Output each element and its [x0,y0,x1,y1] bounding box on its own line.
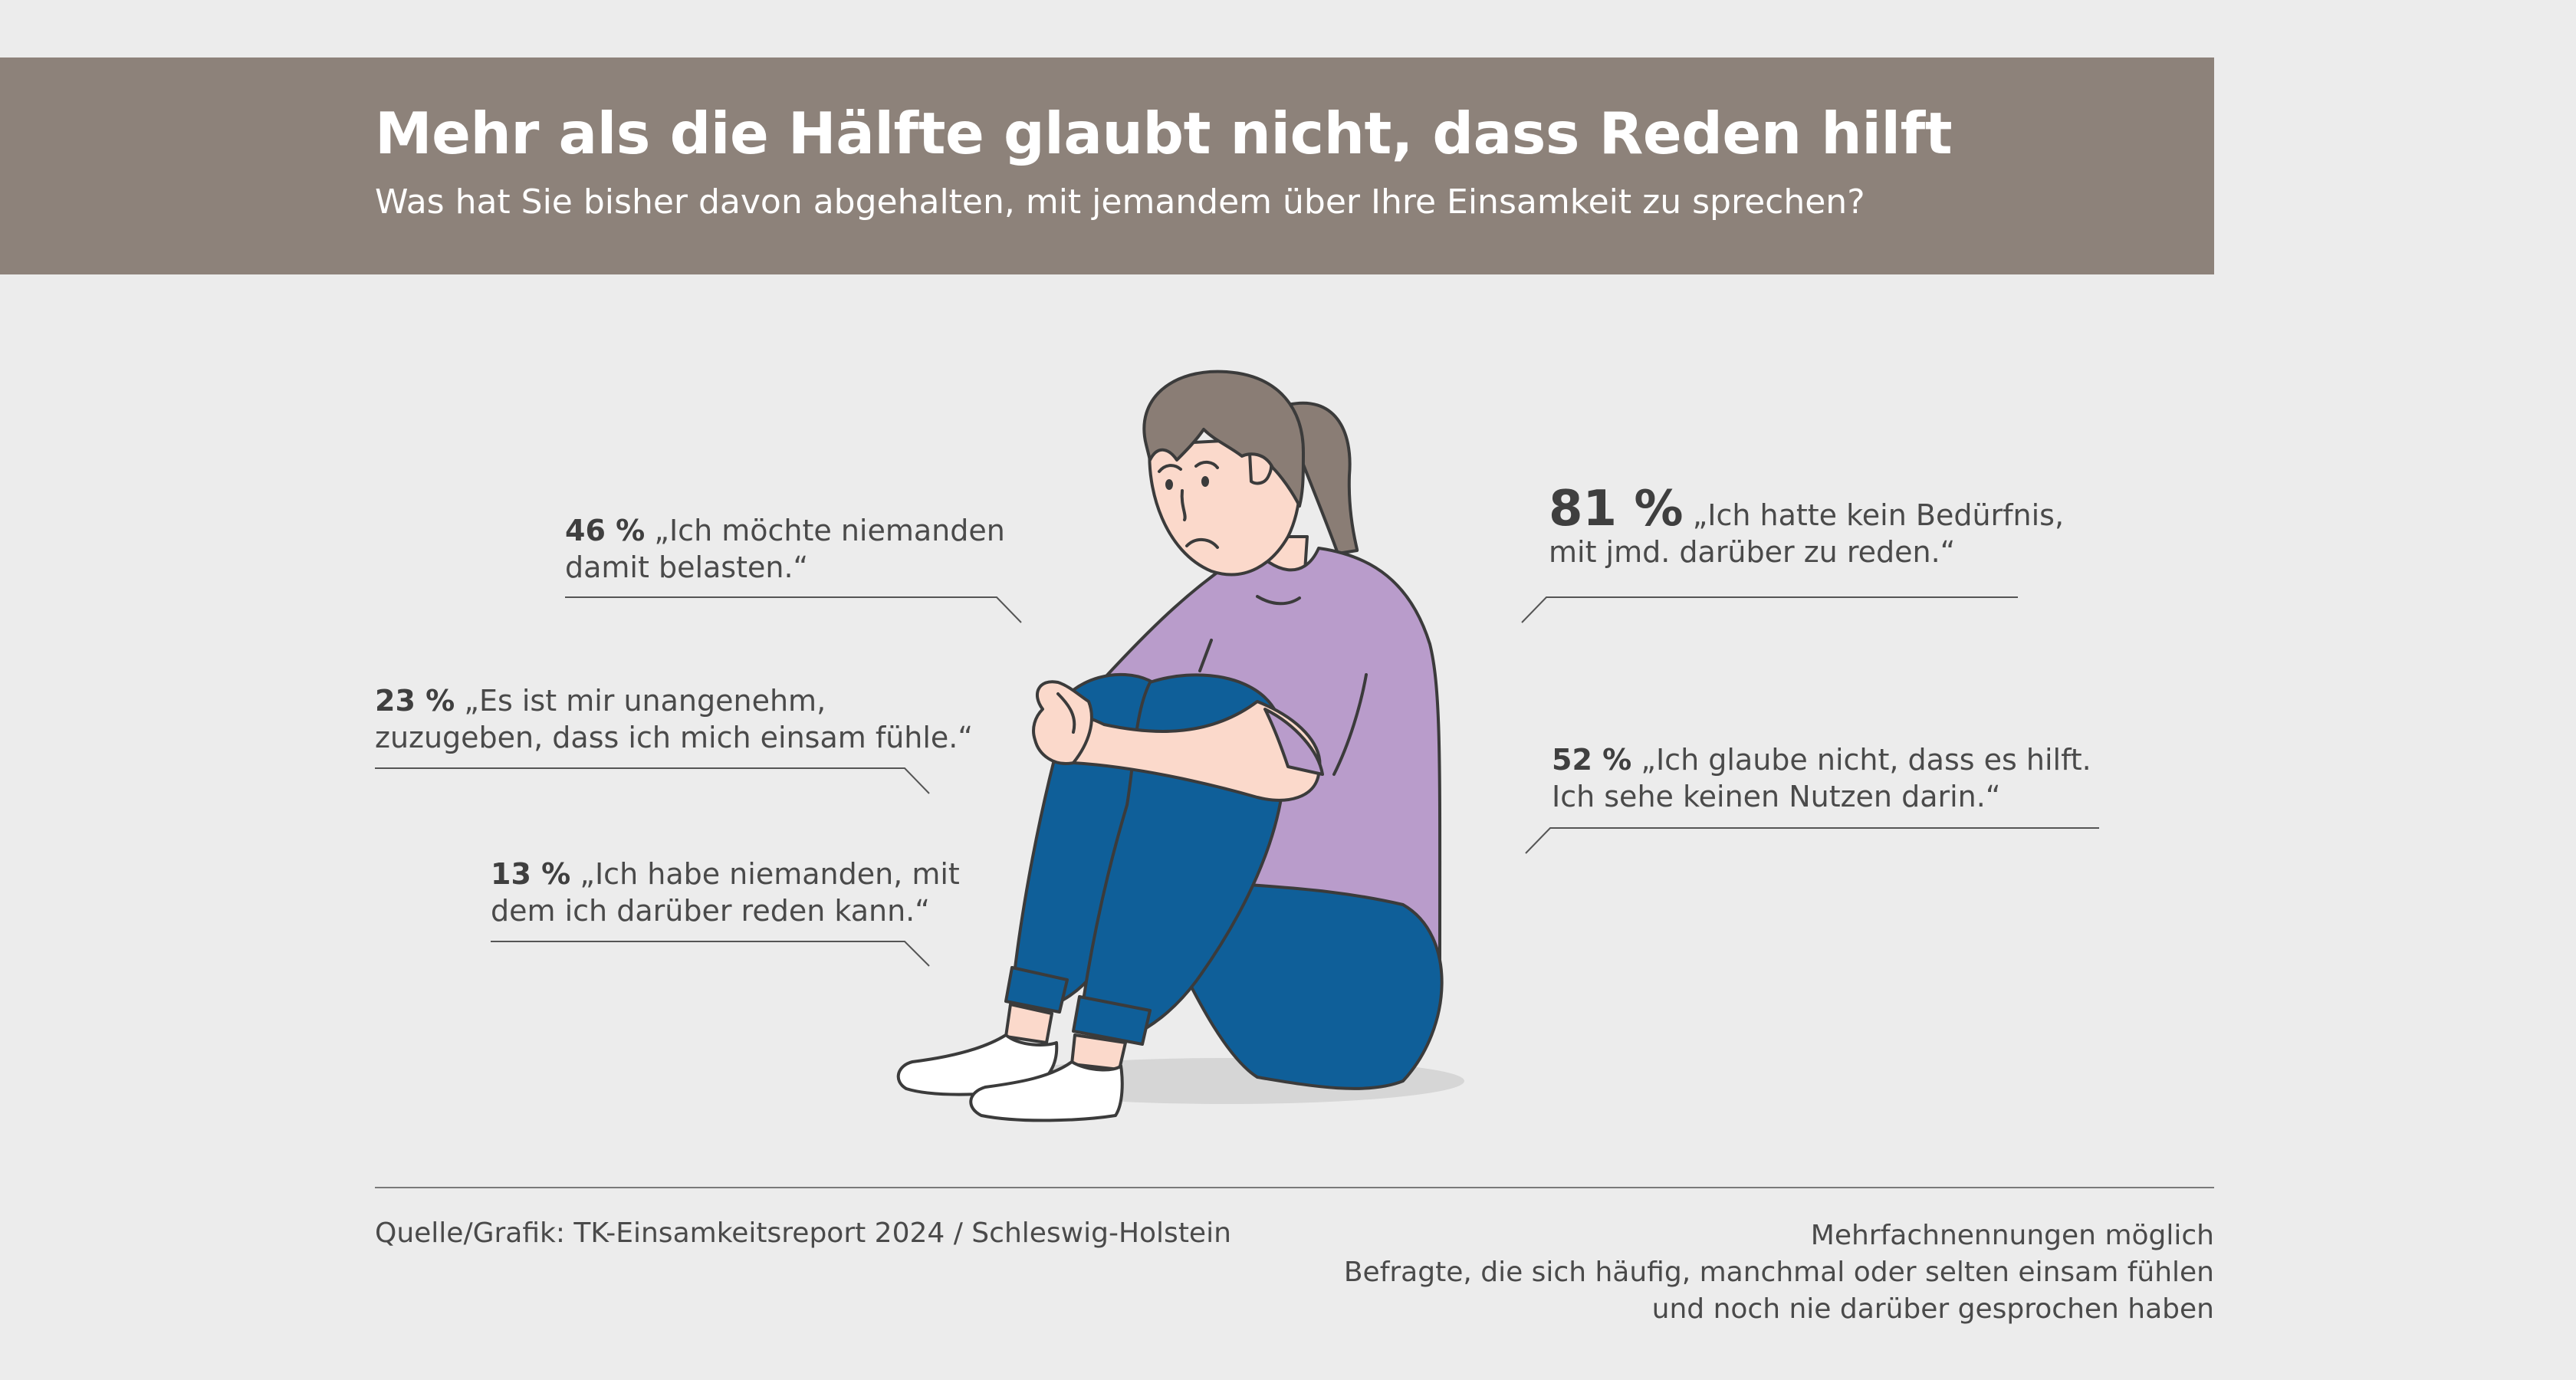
header-banner [0,58,2214,274]
footer-divider [375,1187,2214,1188]
stat-quote-line2: Ich sehe keinen Nutzen darin.“ [1552,780,2001,813]
stat-quote-line1: „Ich glaube nicht, dass es hilft. [1641,743,2091,777]
stat-81: 81 % „Ich hatte kein Bedürfnis, mit jmd.… [1549,485,2065,570]
stat-percent: 52 % [1552,743,1632,777]
page-subtitle: Was hat Sie bisher davon abgehalten, mit… [375,182,1865,222]
stat-quote-line1: „Ich hatte kein Bedürfnis, [1692,498,2065,532]
stat-quote-line2: mit jmd. darüber zu reden.“ [1549,535,1956,569]
stat-percent: 13 % [491,857,571,891]
source-credit: Quelle/Grafik: TK-Einsamkeitsreport 2024… [375,1217,1231,1249]
footnote-line: Mehrfachnennungen möglich [1810,1220,2214,1251]
stat-46: 46 % „Ich möchte niemanden damit belaste… [565,512,1005,586]
stat-percent: 81 % [1549,481,1684,537]
stat-percent: 46 % [565,514,646,547]
stat-23: 23 % „Es ist mir unangenehm, zuzugeben, … [375,682,973,756]
page-title: Mehr als die Hälfte glaubt nicht, dass R… [375,100,1953,167]
stat-percent: 23 % [375,684,455,718]
stat-quote-line1: „Ich habe niemanden, mit [580,857,960,891]
stat-quote-line2: zuzugeben, dass ich mich einsam fühle.“ [375,721,974,754]
footnote-line: und noch nie darüber gesprochen haben [1651,1293,2214,1325]
stat-quote-line1: „Es ist mir unangenehm, [464,684,826,718]
footnote-line: Befragte, die sich häufig, manchmal oder… [1343,1257,2214,1288]
stat-quote-line2: dem ich darüber reden kann.“ [491,894,930,928]
stat-13: 13 % „Ich habe niemanden, mit dem ich da… [491,856,960,929]
stat-quote-line1: „Ich möchte niemanden [654,514,1005,547]
stat-quote-line2: damit belasten.“ [565,550,809,584]
stat-52: 52 % „Ich glaube nicht, dass es hilft. I… [1552,741,2091,815]
footnotes: Mehrfachnennungen möglich Befragte, die … [1344,1217,2214,1328]
